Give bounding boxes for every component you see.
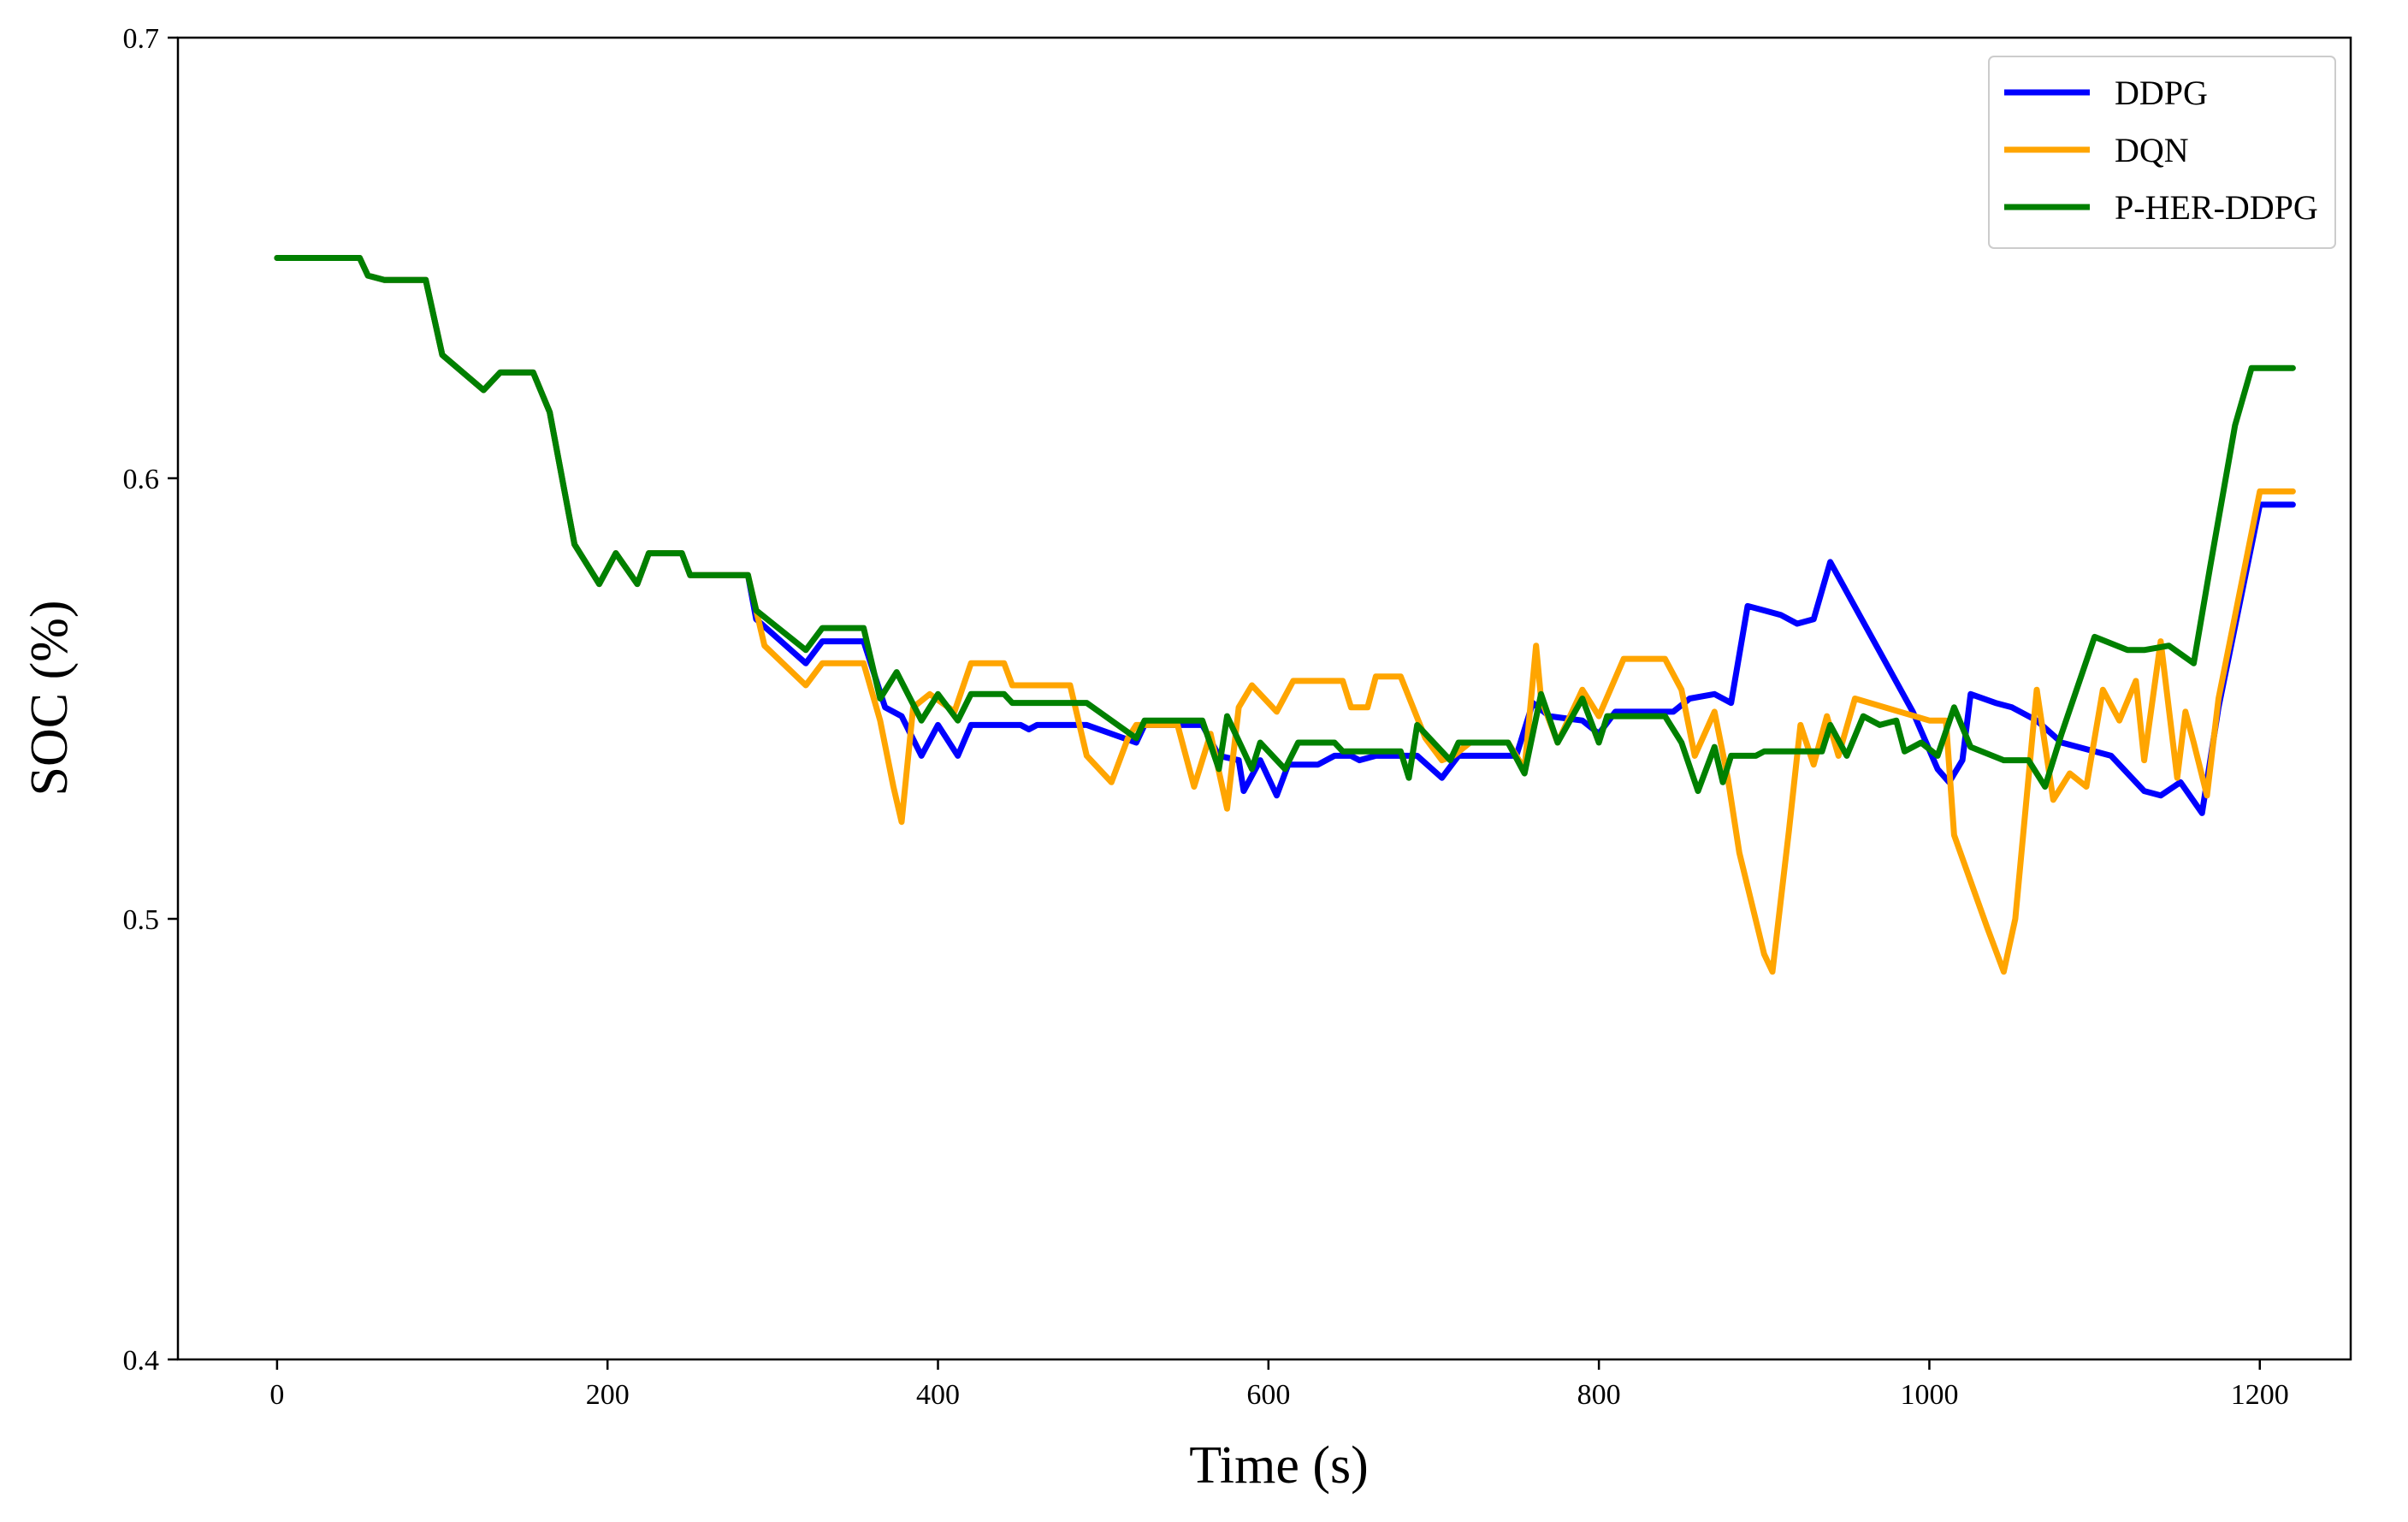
- y-tick-label: 0.4: [123, 1345, 160, 1377]
- x-tick-label: 400: [916, 1379, 960, 1411]
- x-axis: 0 200 400 600 800 1000 1200: [269, 1359, 2289, 1411]
- x-tick-label: 0: [269, 1379, 284, 1411]
- y-tick-label: 0.5: [123, 904, 160, 936]
- legend: DDPG DQN P-HER-DDPG: [1988, 56, 2336, 249]
- x-tick-label: 1000: [1900, 1379, 1958, 1411]
- x-tick-label: 800: [1577, 1379, 1621, 1411]
- y-tick-label: 0.7: [123, 23, 160, 55]
- series-line-p-her-ddpg: [274, 255, 2296, 795]
- x-axis-title: Time (s): [1189, 1436, 1369, 1495]
- x-tick-label: 600: [1246, 1379, 1290, 1411]
- x-tick-label: 200: [586, 1379, 630, 1411]
- y-tick-label: 0.6: [123, 464, 160, 495]
- legend-label-dqn: DQN: [2115, 131, 2189, 169]
- y-axis: 0.4 0.5 0.6 0.7: [123, 23, 178, 1377]
- legend-box: [1988, 56, 2336, 249]
- series-layer: [274, 255, 2296, 975]
- legend-label-p-her-ddpg: P-HER-DDPG: [2115, 188, 2318, 227]
- legend-label-ddpg: DDPG: [2115, 74, 2208, 112]
- y-axis-title: SOC (%): [21, 600, 79, 796]
- x-tick-label: 1200: [2231, 1379, 2289, 1411]
